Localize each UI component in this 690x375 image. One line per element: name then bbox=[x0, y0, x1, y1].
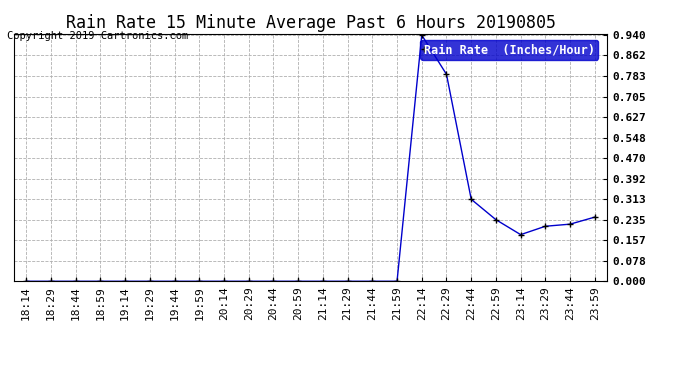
Rain Rate  (Inches/Hour) bbox=[517, 232, 525, 237]
Rain Rate  (Inches/Hour) bbox=[72, 279, 80, 284]
Legend: Rain Rate  (Inches/Hour): Rain Rate (Inches/Hour) bbox=[420, 40, 598, 60]
Title: Rain Rate 15 Minute Average Past 6 Hours 20190805: Rain Rate 15 Minute Average Past 6 Hours… bbox=[66, 14, 555, 32]
Rain Rate  (Inches/Hour) bbox=[121, 279, 129, 284]
Rain Rate  (Inches/Hour) bbox=[368, 279, 377, 284]
Rain Rate  (Inches/Hour) bbox=[541, 224, 549, 228]
Rain Rate  (Inches/Hour) bbox=[393, 279, 401, 284]
Rain Rate  (Inches/Hour) bbox=[319, 279, 327, 284]
Rain Rate  (Inches/Hour) bbox=[47, 279, 55, 284]
Rain Rate  (Inches/Hour) bbox=[442, 72, 451, 76]
Rain Rate  (Inches/Hour) bbox=[294, 279, 302, 284]
Rain Rate  (Inches/Hour) bbox=[566, 222, 574, 226]
Rain Rate  (Inches/Hour) bbox=[417, 33, 426, 37]
Rain Rate  (Inches/Hour) bbox=[220, 279, 228, 284]
Rain Rate  (Inches/Hour) bbox=[591, 215, 599, 219]
Text: Copyright 2019 Cartronics.com: Copyright 2019 Cartronics.com bbox=[7, 32, 188, 41]
Line: Rain Rate  (Inches/Hour): Rain Rate (Inches/Hour) bbox=[23, 32, 598, 284]
Rain Rate  (Inches/Hour) bbox=[269, 279, 277, 284]
Rain Rate  (Inches/Hour) bbox=[146, 279, 154, 284]
Rain Rate  (Inches/Hour) bbox=[96, 279, 104, 284]
Rain Rate  (Inches/Hour) bbox=[467, 197, 475, 201]
Rain Rate  (Inches/Hour) bbox=[244, 279, 253, 284]
Rain Rate  (Inches/Hour) bbox=[492, 217, 500, 222]
Rain Rate  (Inches/Hour) bbox=[22, 279, 30, 284]
Rain Rate  (Inches/Hour) bbox=[195, 279, 204, 284]
Rain Rate  (Inches/Hour) bbox=[170, 279, 179, 284]
Rain Rate  (Inches/Hour) bbox=[344, 279, 352, 284]
